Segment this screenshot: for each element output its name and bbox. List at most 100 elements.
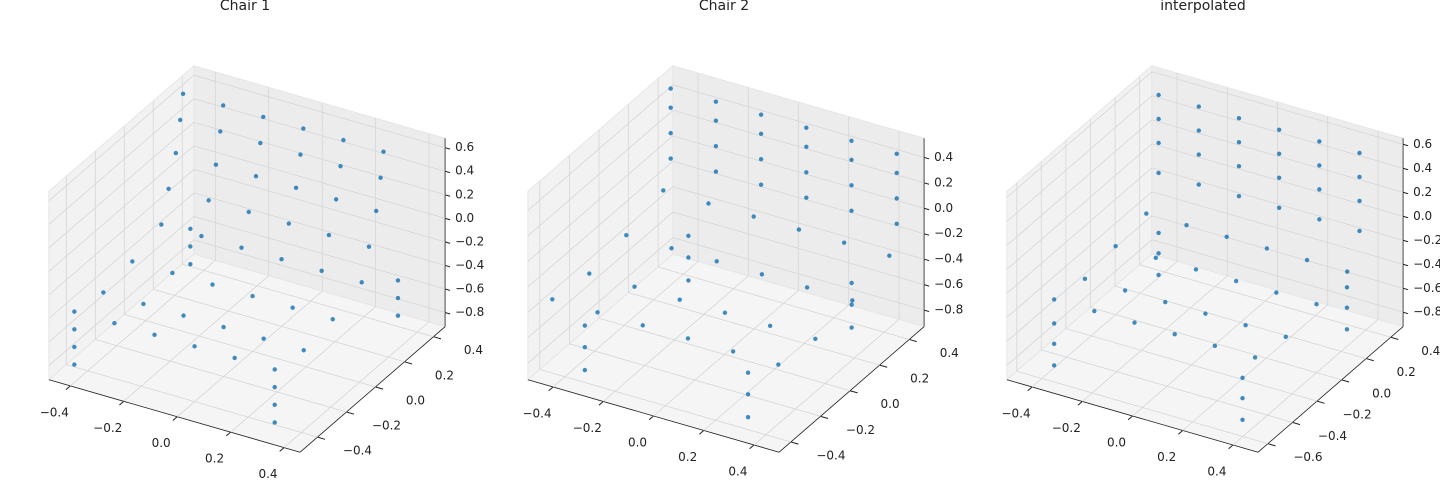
tick-mark <box>923 284 930 287</box>
point <box>582 345 588 350</box>
point <box>72 362 77 367</box>
point <box>220 103 226 108</box>
z-tick-label: 0.4 <box>1413 161 1432 175</box>
point <box>378 175 383 180</box>
point <box>668 156 673 161</box>
point <box>730 349 736 354</box>
grid-line <box>181 75 434 338</box>
z-tick-label: −0.4 <box>455 258 484 272</box>
point <box>758 112 764 117</box>
tick-mark <box>1402 191 1409 195</box>
grid-line <box>1006 191 1404 318</box>
grid-line <box>48 192 446 319</box>
point <box>1344 305 1350 310</box>
point <box>745 415 751 420</box>
point <box>677 297 682 302</box>
point <box>776 362 781 367</box>
point <box>1156 272 1161 278</box>
tick-mark <box>1366 358 1374 362</box>
point <box>850 298 855 303</box>
grid-line <box>539 181 792 443</box>
z-tick-label: −0.8 <box>1413 305 1440 319</box>
grid-line <box>70 72 216 387</box>
point <box>1196 152 1201 157</box>
point <box>1122 288 1128 293</box>
point <box>112 320 117 326</box>
point <box>758 157 764 162</box>
point <box>624 233 629 238</box>
point <box>341 137 346 143</box>
tick-mark <box>1402 215 1409 219</box>
grid-line <box>230 118 377 433</box>
y-tick-label: 0.4 <box>1421 344 1440 358</box>
tick-mark <box>317 436 326 440</box>
tick-mark <box>444 241 451 244</box>
grid-line <box>1182 116 1329 431</box>
point <box>668 105 673 110</box>
z-tick-label: 0.0 <box>1413 209 1432 223</box>
point <box>1196 128 1201 133</box>
point <box>1082 276 1088 282</box>
point <box>745 392 751 397</box>
point <box>1357 150 1362 156</box>
point <box>166 186 171 192</box>
point <box>1274 290 1279 295</box>
point <box>1233 278 1239 284</box>
point <box>250 293 255 299</box>
grid-line <box>48 74 446 202</box>
point <box>279 257 284 262</box>
tick-mark <box>346 411 355 415</box>
grid-line <box>1114 97 1367 359</box>
point <box>767 323 773 329</box>
x-tick-label: −0.4 <box>1001 406 1030 420</box>
grid-line <box>176 102 323 418</box>
tick-mark <box>444 288 451 291</box>
point <box>1276 151 1282 156</box>
point <box>246 209 251 215</box>
point <box>582 367 588 373</box>
point <box>261 114 266 120</box>
point <box>381 149 386 154</box>
z-tick-label: 0.4 <box>934 150 953 164</box>
point <box>804 144 809 150</box>
grid-line <box>552 73 699 388</box>
z-tick-label: −0.8 <box>934 303 963 317</box>
point <box>1163 299 1168 305</box>
y-tick-label: 0.4 <box>464 343 483 357</box>
point <box>395 278 401 283</box>
point <box>714 259 719 264</box>
point <box>804 195 809 200</box>
chart-title: Chair 2 <box>699 0 749 14</box>
z-tick-label: 0.0 <box>455 211 474 225</box>
point <box>1196 104 1201 109</box>
point <box>1314 302 1319 307</box>
tick-mark <box>444 194 451 197</box>
z-tick-label: 0.0 <box>934 201 953 215</box>
point <box>1276 175 1282 180</box>
point <box>668 130 673 136</box>
tick-mark <box>923 207 930 211</box>
point <box>661 188 666 193</box>
point <box>173 150 179 156</box>
grid-line <box>1006 167 1404 294</box>
y-tick-label: −0.4 <box>1318 429 1347 443</box>
z-tick-label: 0.4 <box>455 164 474 178</box>
grid-line <box>657 78 910 340</box>
point <box>1092 308 1097 314</box>
tick-mark <box>820 415 829 419</box>
grid-line <box>48 239 446 366</box>
point <box>1156 170 1161 176</box>
tick-mark <box>375 386 384 390</box>
z-tick-label: −0.2 <box>1413 233 1440 247</box>
y-tick-label: 0.0 <box>1372 386 1391 400</box>
point <box>395 313 401 318</box>
point <box>745 370 751 375</box>
point <box>130 259 135 264</box>
grid-line <box>569 155 821 417</box>
point <box>1236 193 1242 199</box>
grid-line <box>1006 71 1404 198</box>
point <box>374 208 379 214</box>
point <box>758 131 764 136</box>
point <box>188 244 193 249</box>
point <box>1317 139 1322 144</box>
